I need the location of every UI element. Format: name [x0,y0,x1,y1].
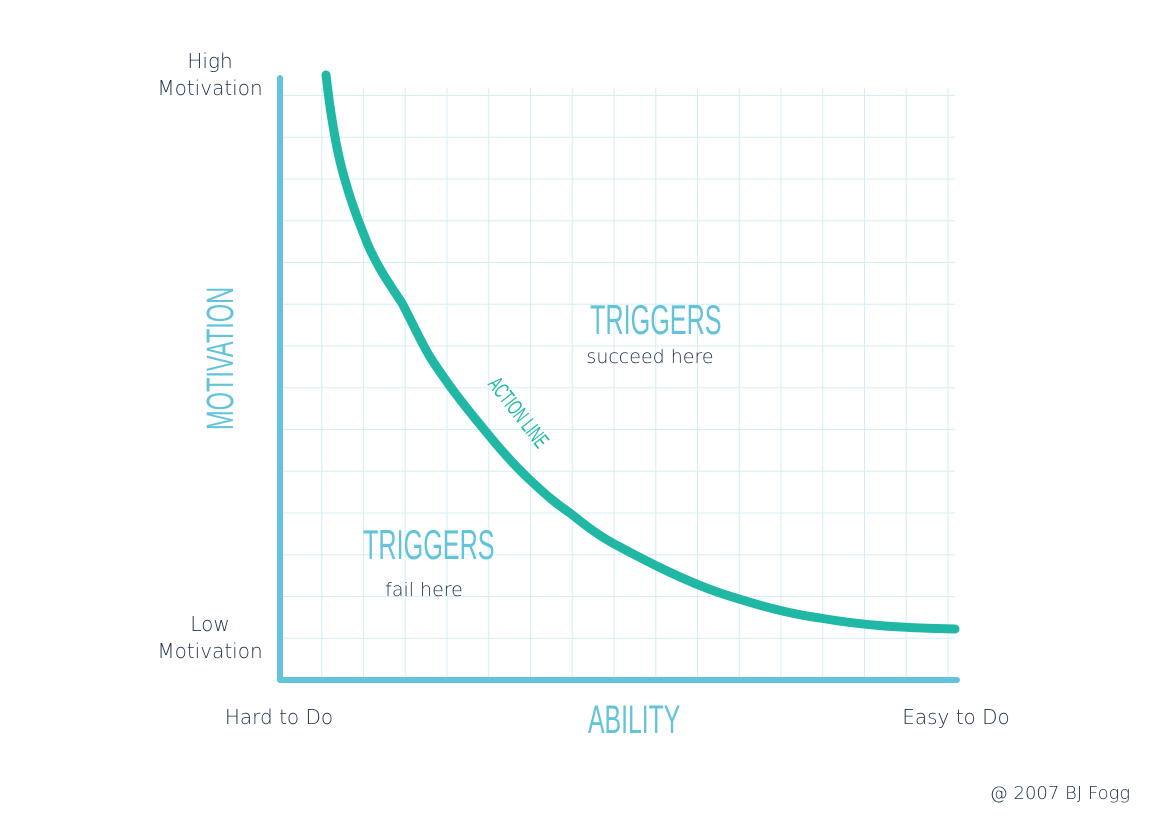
low-motivation-label: Low Motivation [150,611,270,665]
y-axis-title: MOTIVATION [200,286,242,430]
low-motivation-line2: Motivation [157,639,263,663]
high-motivation-line1: High [187,49,233,73]
hard-to-do-label: Hard to Do [224,705,334,729]
easy-to-do-label: Easy to Do [902,705,1010,729]
triggers-succeed-subtitle: succeed here [586,346,714,368]
grid [280,88,955,680]
x-axis-title: ABILITY [588,698,681,742]
triggers-succeed-title: TRIGGERS [590,296,722,343]
high-motivation-label: High Motivation [150,48,270,102]
low-motivation-line1: Low [190,612,230,636]
triggers-fail-subtitle: fail here [385,579,463,601]
action-line-curve [321,70,960,634]
copyright: @ 2007 BJ Fogg [989,783,1131,804]
high-motivation-line2: Motivation [157,76,263,100]
triggers-fail-title: TRIGGERS [363,521,495,568]
